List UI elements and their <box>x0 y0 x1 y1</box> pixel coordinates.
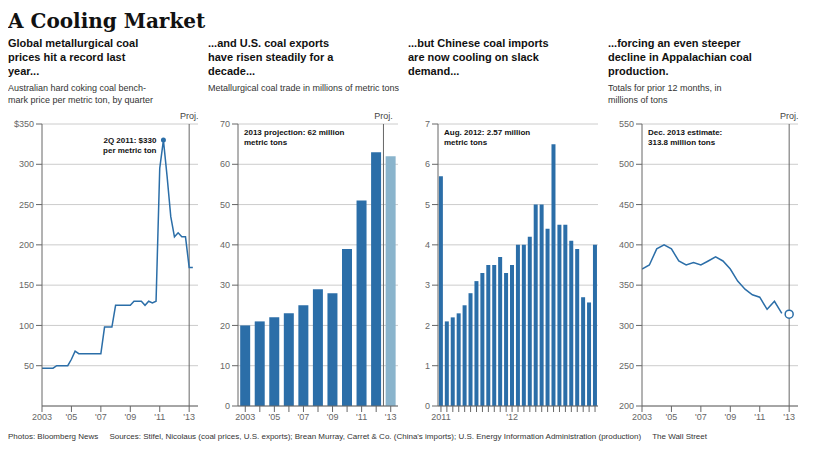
svg-text:50: 50 <box>24 361 34 371</box>
svg-text:2: 2 <box>425 321 430 331</box>
svg-text:2003: 2003 <box>235 412 255 422</box>
svg-text:3: 3 <box>425 280 430 290</box>
html-text:Metallurgical coal trade in mi: Metallurgical coal trade in millions of … <box>208 83 400 93</box>
html-text:Totals for prior 12 months, in: Totals for prior 12 months, in millions … <box>608 83 722 105</box>
svg-text:40: 40 <box>220 240 230 250</box>
html-text:...and U.S. coal exports have: ...and U.S. coal exports have risen stea… <box>208 37 334 77</box>
svg-text:200: 200 <box>19 240 34 250</box>
html-text:Global metallurgical coal pric: Global metallurgical coal prices hit a r… <box>8 37 139 77</box>
svg-text:50: 50 <box>220 200 230 210</box>
svg-text:Proj.: Proj. <box>780 111 799 121</box>
svg-text:0: 0 <box>225 401 230 411</box>
svg-text:2011: 2011 <box>431 412 450 422</box>
svg-text:250: 250 <box>19 200 34 210</box>
svg-text:'05: '05 <box>268 412 280 422</box>
svg-text:'07: '07 <box>695 412 707 422</box>
svg-text:6: 6 <box>425 159 430 169</box>
svg-text:300: 300 <box>619 321 634 331</box>
svg-text:400: 400 <box>619 240 634 250</box>
svg-text:2003: 2003 <box>32 412 52 422</box>
svg-text:100: 100 <box>19 321 34 331</box>
svg-text:30: 30 <box>220 280 230 290</box>
svg-text:'07: '07 <box>298 412 310 422</box>
svg-text:20: 20 <box>220 321 230 331</box>
svg-text:2003: 2003 <box>632 412 652 422</box>
svg-text:300: 300 <box>19 159 34 169</box>
html-text:Australian hard coking coal be: Australian hard coking coal bench- mark … <box>8 83 154 105</box>
svg-text:200: 200 <box>619 401 634 411</box>
svg-text:450: 450 <box>619 200 634 210</box>
svg-text:'13: '13 <box>183 412 195 422</box>
html-text:A Cooling Market: A Cooling Market <box>8 9 206 33</box>
svg-text:5: 5 <box>425 200 430 210</box>
svg-text:'11: '11 <box>754 412 765 422</box>
svg-text:'09: '09 <box>124 412 136 422</box>
svg-text:4: 4 <box>425 240 430 250</box>
svg-text:150: 150 <box>19 280 34 290</box>
svg-text:'07: '07 <box>95 412 107 422</box>
svg-text:500: 500 <box>619 159 634 169</box>
svg-text:$350: $350 <box>14 119 34 129</box>
svg-text:'13: '13 <box>783 412 795 422</box>
svg-text:Proj.: Proj. <box>180 111 199 121</box>
html-text:...but Chinese coal imports ar: ...but Chinese coal imports are now cool… <box>408 37 549 77</box>
svg-text:550: 550 <box>619 119 634 129</box>
svg-text:'09: '09 <box>327 412 339 422</box>
html-text:...forcing an even steeper dec: ...forcing an even steeper decline in Ap… <box>608 37 752 77</box>
html-text:Photos: Bloomberg News Sources: Photos: Bloomberg News Sources: Stifel, … <box>8 432 707 441</box>
svg-text:'05: '05 <box>666 412 678 422</box>
svg-text:'13: '13 <box>385 412 397 422</box>
html-text:Dec. 2013 estimate: 313.8 mill: Dec. 2013 estimate: 313.8 million tons <box>648 128 723 147</box>
svg-text:0: 0 <box>425 401 430 411</box>
svg-text:'11: '11 <box>356 412 367 422</box>
svg-text:2Q 2011: $330per metric ton: 2Q 2011: $330per metric ton <box>103 136 157 155</box>
svg-text:1: 1 <box>425 361 430 371</box>
svg-text:60: 60 <box>220 159 230 169</box>
html-text:2013 projection: 62 million me: 2013 projection: 62 million metric tons <box>244 128 345 147</box>
svg-text:10: 10 <box>220 361 230 371</box>
svg-text:7: 7 <box>425 119 430 129</box>
svg-text:350: 350 <box>619 280 634 290</box>
svg-text:70: 70 <box>220 119 230 129</box>
svg-text:Proj.: Proj. <box>374 111 393 121</box>
svg-text:'09: '09 <box>724 412 736 422</box>
svg-text:'12: '12 <box>506 412 518 422</box>
svg-text:'05: '05 <box>66 412 78 422</box>
svg-text:250: 250 <box>619 361 634 371</box>
html-text:Aug. 2012: 2.57 million metric: Aug. 2012: 2.57 million metric tons <box>444 128 531 147</box>
svg-text:'11: '11 <box>154 412 165 422</box>
